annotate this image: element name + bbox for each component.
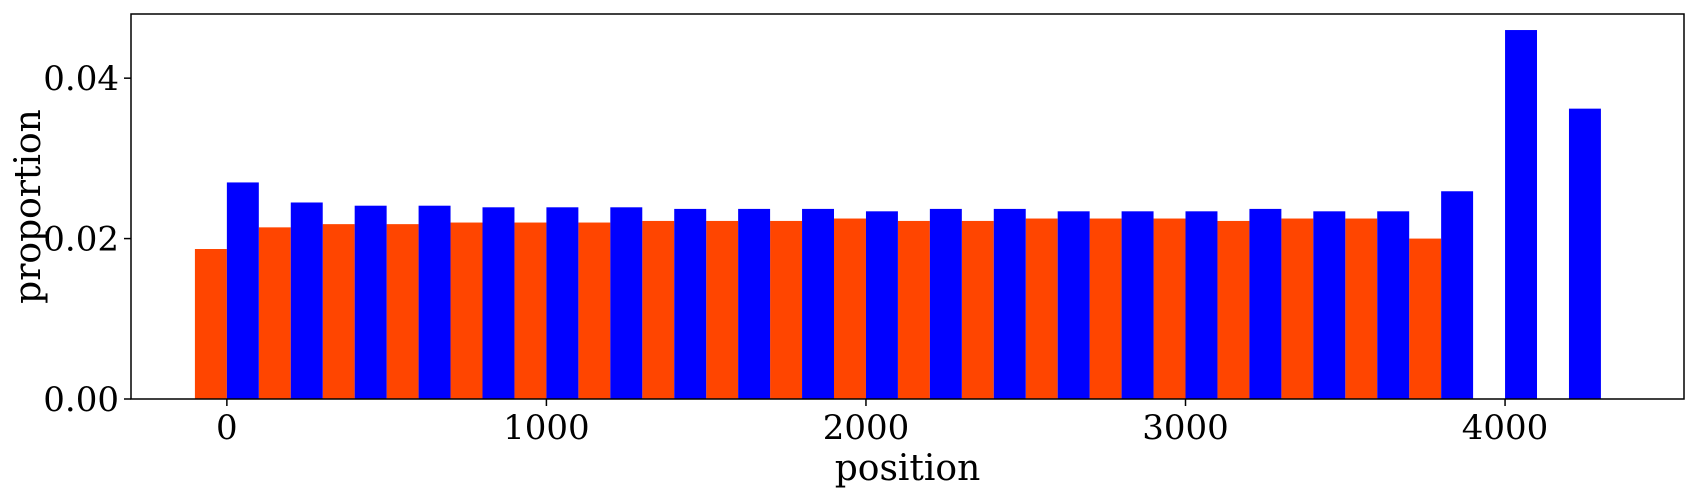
orange-bar — [1153, 218, 1186, 399]
orange-bar — [258, 227, 291, 399]
orange-bar — [897, 220, 930, 399]
blue-bar — [1568, 108, 1601, 399]
axis-ticks: 0 1000 2000 3000 4000 0.00 0.02 0.04 — [43, 59, 1548, 448]
plot-frame — [130, 13, 1685, 400]
orange-bar — [1409, 238, 1442, 399]
y-axis-title: proportion — [8, 109, 49, 304]
blue-bar — [226, 182, 259, 399]
orange-bar — [450, 222, 483, 399]
blue-bar — [1057, 211, 1090, 399]
orange-bar — [194, 249, 227, 399]
orange-bar — [834, 218, 866, 399]
blue-bar — [865, 211, 898, 399]
x-tick-label: 2000 — [823, 408, 910, 448]
x-tick-label: 1000 — [503, 408, 590, 448]
blue-bar — [993, 208, 1026, 399]
blue-bar — [1505, 30, 1538, 400]
orange-bar — [1345, 218, 1378, 399]
x-tick-label: 4000 — [1462, 408, 1549, 448]
x-tick-label: 3000 — [1142, 408, 1229, 448]
blue-bar — [1313, 211, 1346, 399]
blue-bar — [1441, 191, 1474, 399]
blue-bar — [674, 208, 707, 399]
y-tick-label: 0.02 — [43, 220, 119, 260]
orange-bar — [386, 224, 419, 399]
blue-bar — [1185, 211, 1218, 399]
y-tick-label: 0.00 — [43, 380, 119, 420]
blue-bar — [802, 208, 835, 399]
blue-bar — [1121, 211, 1154, 399]
orange-bar — [1025, 218, 1058, 399]
blue-bar — [738, 208, 771, 399]
blue-bar — [546, 207, 579, 399]
orange-bar — [1217, 220, 1250, 399]
blue-bar — [482, 207, 515, 399]
x-axis-title: position — [835, 448, 981, 489]
orange-bar — [1089, 218, 1122, 399]
orange-bar — [514, 222, 547, 399]
orange-bar — [770, 220, 803, 399]
blue-bar — [290, 202, 323, 399]
orange-bar — [1281, 218, 1314, 399]
blue-bar — [1377, 211, 1410, 399]
orange-bar — [961, 220, 994, 399]
blue-bar — [418, 205, 451, 399]
bars — [194, 30, 1601, 400]
blue-bar — [354, 205, 387, 399]
blue-bar — [929, 208, 962, 399]
orange-bar — [322, 224, 355, 399]
blue-bar — [610, 207, 643, 399]
orange-bar — [642, 220, 675, 399]
y-tick-label: 0.04 — [43, 59, 119, 99]
orange-bar — [706, 220, 739, 399]
blue-bar — [1249, 208, 1282, 399]
orange-bar — [578, 222, 611, 399]
x-tick-label: 0 — [216, 408, 238, 448]
